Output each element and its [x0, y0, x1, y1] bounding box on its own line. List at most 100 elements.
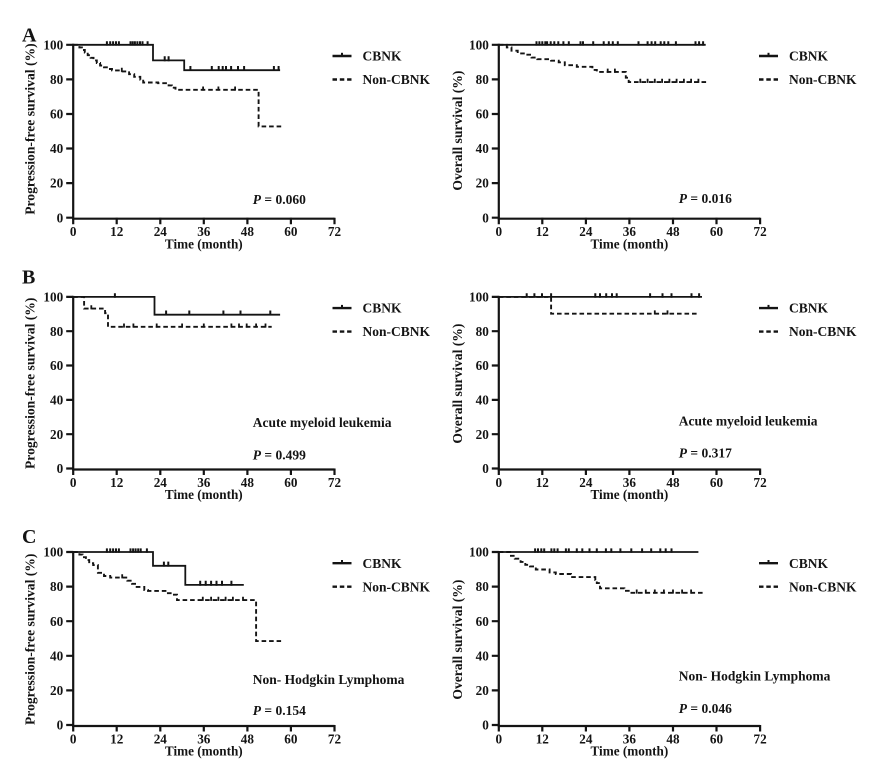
svg-text:60: 60 [50, 614, 64, 629]
svg-text:72: 72 [754, 224, 768, 239]
svg-text:60: 60 [710, 475, 724, 490]
svg-text:60: 60 [284, 475, 298, 490]
svg-text:Non- Hodgkin Lymphoma: Non- Hodgkin Lymphoma [253, 672, 405, 687]
svg-text:P = 0.046: P = 0.046 [679, 701, 732, 716]
svg-text:B: B [22, 267, 35, 289]
svg-text:Overall survival (%): Overall survival (%) [450, 324, 466, 444]
svg-text:Acute myeloid leukemia: Acute myeloid leukemia [679, 414, 818, 429]
svg-text:Non-CBNK: Non-CBNK [789, 579, 857, 594]
svg-text:P = 0.499: P = 0.499 [253, 448, 306, 463]
svg-text:48: 48 [666, 475, 680, 490]
svg-text:0: 0 [70, 475, 77, 490]
svg-text:20: 20 [50, 683, 64, 698]
svg-text:CBNK: CBNK [789, 49, 829, 64]
svg-text:80: 80 [476, 579, 490, 594]
svg-text:48: 48 [241, 224, 255, 239]
svg-text:36: 36 [197, 224, 211, 239]
svg-text:Progression-free survival (%): Progression-free survival (%) [23, 554, 39, 725]
svg-text:24: 24 [154, 224, 168, 239]
svg-text:24: 24 [579, 224, 593, 239]
svg-text:12: 12 [110, 731, 124, 746]
svg-text:Time (month): Time (month) [591, 744, 669, 759]
svg-text:60: 60 [284, 731, 298, 746]
svg-text:20: 20 [50, 176, 64, 191]
svg-text:Time (month): Time (month) [591, 487, 669, 502]
svg-text:60: 60 [284, 224, 298, 239]
svg-text:CBNK: CBNK [789, 301, 829, 316]
svg-text:CBNK: CBNK [363, 556, 403, 571]
svg-text:0: 0 [482, 718, 489, 733]
svg-text:A: A [22, 25, 37, 47]
svg-text:Progression-free survival (%): Progression-free survival (%) [23, 298, 39, 469]
svg-text:P = 0.016: P = 0.016 [679, 191, 732, 206]
svg-text:Time (month): Time (month) [165, 236, 243, 251]
svg-text:24: 24 [579, 731, 593, 746]
svg-text:48: 48 [666, 731, 680, 746]
svg-text:Time (month): Time (month) [165, 744, 243, 759]
svg-text:48: 48 [241, 731, 255, 746]
svg-text:C: C [22, 526, 36, 548]
svg-text:CBNK: CBNK [363, 49, 403, 64]
svg-text:40: 40 [476, 141, 490, 156]
svg-text:Time (month): Time (month) [591, 236, 669, 251]
svg-text:80: 80 [50, 579, 64, 594]
svg-text:72: 72 [754, 731, 768, 746]
svg-text:72: 72 [328, 224, 342, 239]
svg-text:100: 100 [43, 545, 63, 560]
svg-text:60: 60 [50, 107, 64, 122]
svg-text:80: 80 [50, 324, 64, 339]
svg-text:48: 48 [666, 224, 680, 239]
svg-text:60: 60 [476, 614, 490, 629]
svg-text:Overall survival (%): Overall survival (%) [450, 580, 466, 700]
svg-text:60: 60 [710, 224, 724, 239]
svg-text:Overall survival (%): Overall survival (%) [450, 71, 466, 191]
svg-text:40: 40 [50, 141, 64, 156]
svg-text:Non-CBNK: Non-CBNK [363, 72, 431, 87]
svg-text:80: 80 [476, 72, 490, 87]
svg-text:12: 12 [536, 731, 550, 746]
svg-text:12: 12 [536, 475, 550, 490]
svg-text:0: 0 [496, 224, 503, 239]
svg-text:24: 24 [154, 475, 168, 490]
svg-text:36: 36 [623, 475, 637, 490]
svg-text:Time (month): Time (month) [165, 487, 243, 502]
svg-text:CBNK: CBNK [789, 556, 829, 571]
svg-text:20: 20 [476, 683, 490, 698]
svg-text:36: 36 [623, 224, 637, 239]
svg-text:0: 0 [57, 461, 64, 476]
svg-text:0: 0 [496, 475, 503, 490]
svg-text:48: 48 [241, 475, 255, 490]
svg-text:20: 20 [50, 427, 64, 442]
svg-text:60: 60 [710, 731, 724, 746]
svg-text:100: 100 [43, 37, 63, 52]
svg-text:100: 100 [43, 290, 63, 305]
svg-text:40: 40 [476, 648, 490, 663]
svg-text:72: 72 [328, 475, 342, 490]
svg-text:72: 72 [754, 475, 768, 490]
svg-text:Non-CBNK: Non-CBNK [363, 579, 431, 594]
svg-text:72: 72 [328, 731, 342, 746]
svg-text:40: 40 [50, 393, 64, 408]
svg-text:60: 60 [50, 358, 64, 373]
svg-text:100: 100 [469, 290, 489, 305]
svg-text:36: 36 [197, 475, 211, 490]
svg-text:Non-CBNK: Non-CBNK [789, 324, 857, 339]
svg-text:0: 0 [496, 731, 503, 746]
svg-text:36: 36 [623, 731, 637, 746]
svg-text:P = 0.317: P = 0.317 [679, 446, 732, 461]
svg-text:Acute myeloid leukemia: Acute myeloid leukemia [253, 415, 392, 430]
svg-text:100: 100 [469, 545, 489, 560]
svg-text:0: 0 [482, 461, 489, 476]
svg-text:0: 0 [70, 731, 77, 746]
svg-text:24: 24 [579, 475, 593, 490]
svg-text:12: 12 [536, 224, 550, 239]
svg-text:0: 0 [57, 718, 64, 733]
svg-text:40: 40 [476, 393, 490, 408]
svg-text:60: 60 [476, 358, 490, 373]
svg-text:12: 12 [110, 475, 124, 490]
svg-text:Non-CBNK: Non-CBNK [363, 324, 431, 339]
svg-text:Non- Hodgkin Lymphoma: Non- Hodgkin Lymphoma [679, 669, 831, 684]
svg-text:P = 0.060: P = 0.060 [253, 192, 306, 207]
svg-text:20: 20 [476, 427, 490, 442]
svg-text:0: 0 [482, 210, 489, 225]
